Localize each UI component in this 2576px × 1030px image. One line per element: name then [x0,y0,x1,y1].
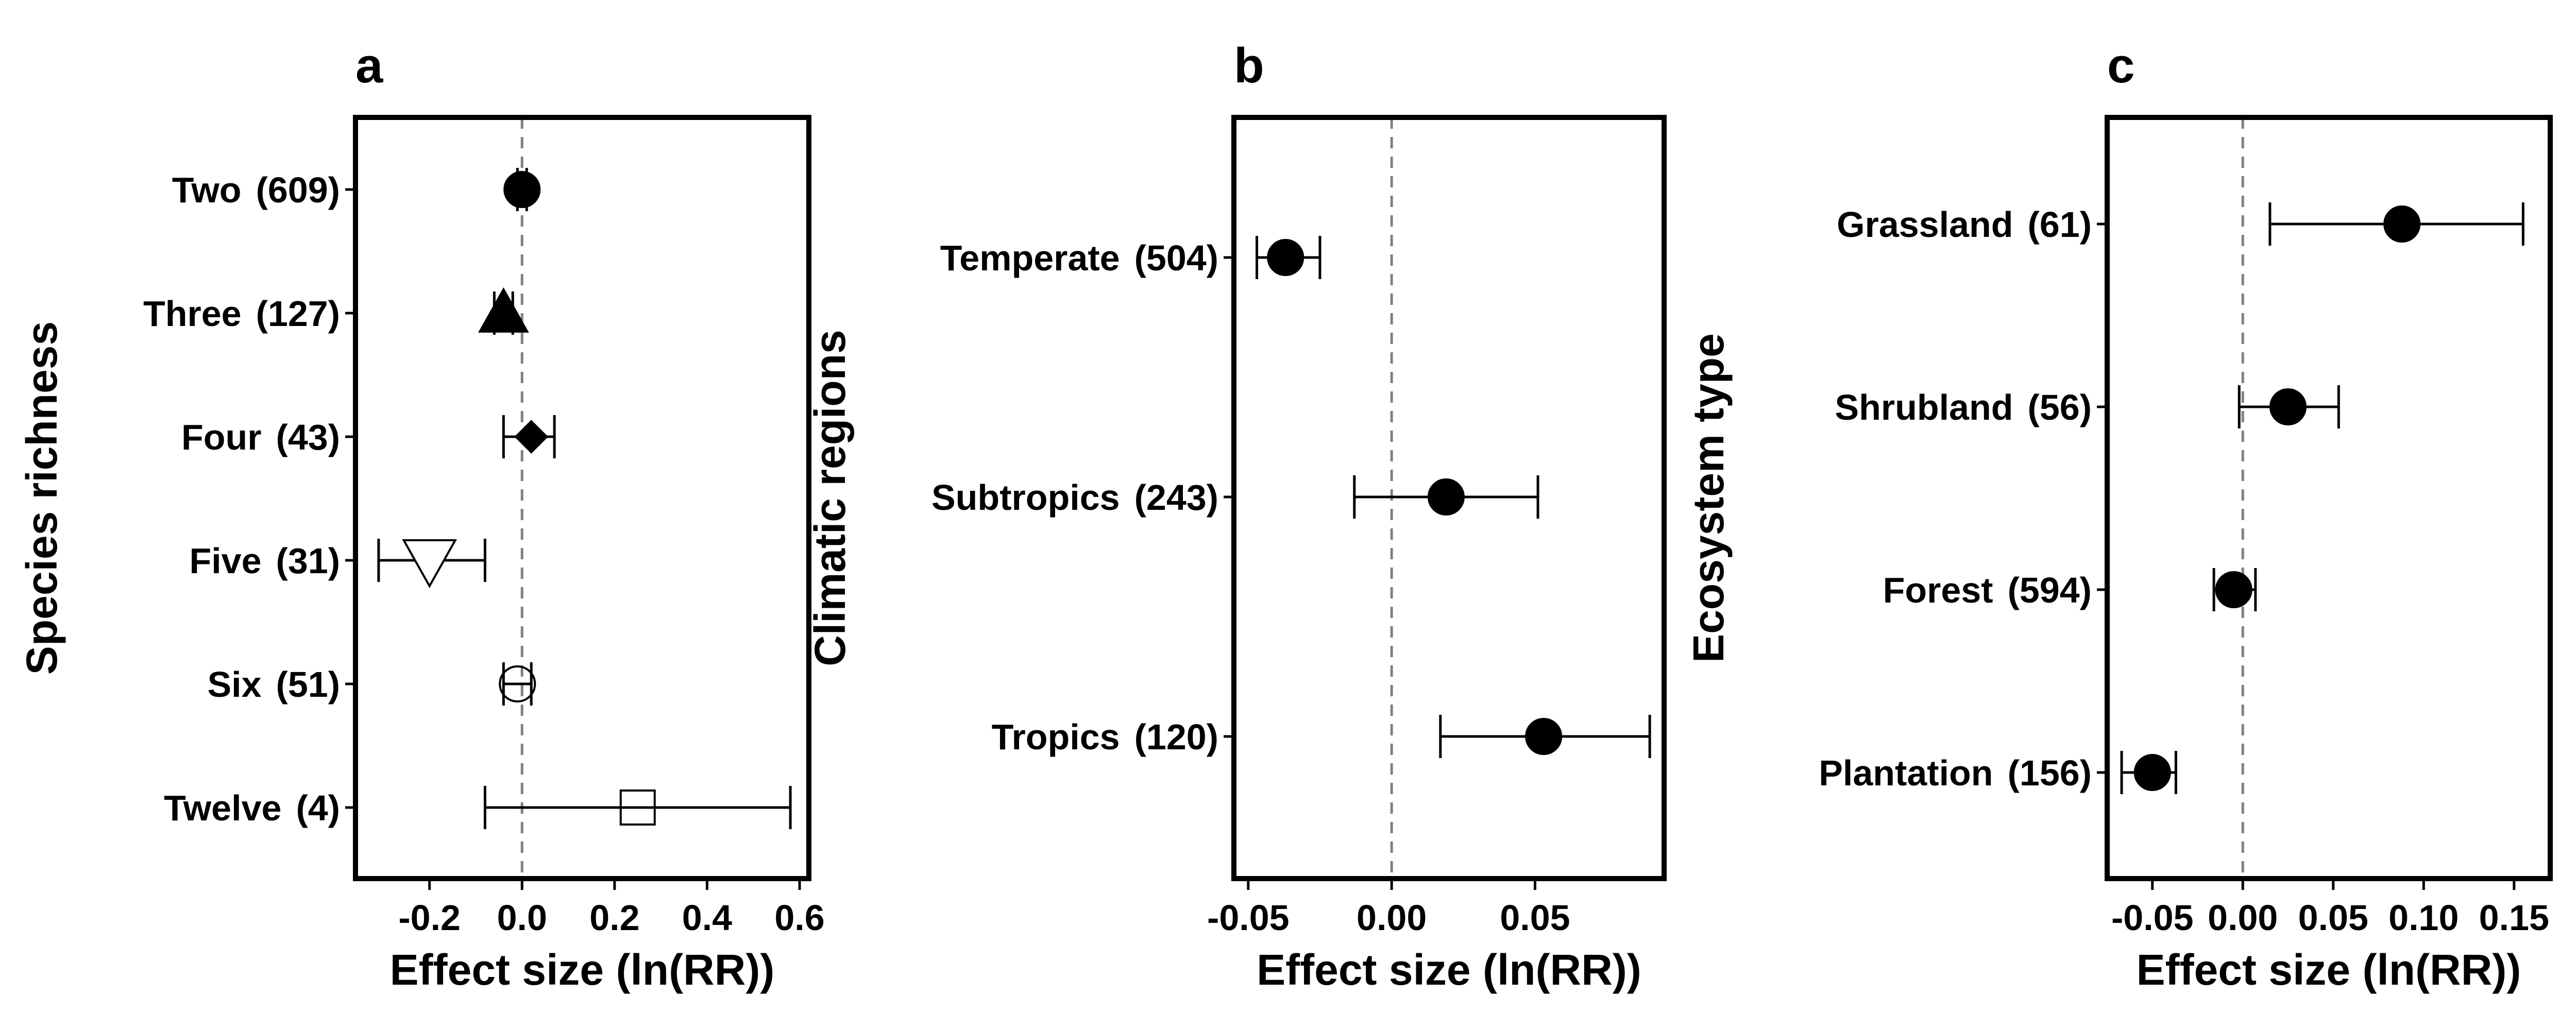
x-tick-label: 0.2 [589,898,639,938]
x-tick-label: -0.2 [398,898,461,938]
marker-circle-filled [503,171,541,208]
category-name: Subtropics [931,477,1120,518]
x-axis-title: Effect size (ln(RR)) [390,946,775,994]
category-name: Temperate [940,238,1120,278]
category-label: Three (127) [143,294,340,334]
category-label: Plantation (156) [1819,753,2092,793]
marker-circle-filled [1267,239,1304,276]
category-label: Twelve (4) [164,788,340,828]
category-count: (43) [276,417,340,457]
x-tick-label: 0.6 [774,898,824,938]
x-tick-label: 0.0 [497,898,547,938]
x-tick-label: 0.15 [2479,898,2549,938]
x-axis-title: Effect size (ln(RR)) [2137,946,2521,994]
category-name: Grassland [1837,204,2013,245]
marker-circle-filled [1427,478,1465,516]
panel-letter: b [1234,38,1264,93]
category-count: (156) [2008,753,2092,793]
marker-square-open [619,789,656,826]
forest-row: Four (43) [181,415,556,458]
marker-circle-filled [2269,388,2307,425]
panel-letter: a [355,38,383,93]
category-label: Six (51) [207,664,340,705]
y-axis-title: Ecosystem type [1684,333,1733,663]
marker-circle-open [499,665,536,702]
x-tick-label: 0.00 [2208,898,2278,938]
category-count: (4) [296,788,340,828]
category-name: Twelve [164,788,281,828]
forest-row: Grassland (61) [1837,202,2524,246]
x-tick-label: 0.05 [1500,898,1570,938]
category-count: (56) [2028,387,2092,427]
marker-circle-filled [2215,571,2252,608]
category-count: (243) [1134,477,1218,518]
category-label: Grassland (61) [1837,204,2092,245]
panel-c: c Grassland (61) Shrubland (56) Forest (594) Pl… [1684,38,2553,994]
category-name: Four [181,417,262,457]
forest-row: Plantation (156) [1819,751,2177,794]
forest-row: Five (31) [189,539,486,589]
x-tick-label: -0.05 [1207,898,1290,938]
category-label: Temperate (504) [940,238,1218,278]
marker-diamond-filled [514,420,549,454]
x-tick-label: -0.05 [2111,898,2194,938]
category-label: Five (31) [189,541,340,581]
category-count: (120) [1134,717,1218,757]
category-label: Subtropics (243) [931,477,1218,518]
x-tick-label: 0.4 [682,898,732,938]
category-count: (609) [256,170,340,210]
category-name: Forest [1883,570,1993,610]
category-name: Shrubland [1835,387,2013,427]
marker-triangle-down-open [402,539,457,589]
panel-b: b Temperate (504) Subtropics (243) Tropics (12… [806,38,1667,994]
marker-circle-filled [2383,205,2421,243]
forest-row: Tropics (120) [992,715,1651,758]
y-axis-title: Species richness [18,321,66,675]
plot-frame [1231,115,1667,881]
forest-row: Six (51) [207,662,536,706]
category-name: Tropics [992,717,1120,757]
x-tick-label: 0.00 [1357,898,1427,938]
marker-triangle-filled [478,287,529,333]
category-name: Five [189,541,261,581]
panel-a: a Two (609) Three (127) Four (43) Five (31) Six (5… [18,38,825,994]
category-label: Shrubland (56) [1835,387,2092,427]
category-name: Two [172,170,242,210]
category-count: (31) [276,541,340,581]
category-label: Two (609) [172,170,340,210]
category-count: (594) [2008,570,2092,610]
forest-row: Subtropics (243) [931,475,1539,519]
forest-row: Twelve (4) [164,786,792,829]
category-count: (51) [276,664,340,705]
plot-frame [353,115,811,881]
category-name: Six [207,664,261,705]
plot-frame [2105,115,2553,881]
forest-row: Temperate (504) [940,236,1321,279]
category-count: (127) [256,294,340,334]
forest-row: Shrubland (56) [1835,385,2340,428]
x-tick-label: 0.05 [2298,898,2368,938]
y-axis-title: Climatic regions [806,330,854,666]
forest-row: Forest (594) [1883,568,2257,611]
category-name: Plantation [1819,753,1993,793]
category-label: Forest (594) [1883,570,2092,610]
category-label: Tropics (120) [992,717,1218,757]
category-count: (61) [2028,204,2092,245]
category-name: Three [143,294,242,334]
marker-circle-filled [2133,754,2171,791]
x-tick-label: 0.10 [2388,898,2459,938]
forest-row: Two (609) [172,168,541,211]
panel-letter: c [2107,38,2134,93]
category-count: (504) [1134,238,1218,278]
marker-circle-filled [1525,718,1563,755]
x-axis-title: Effect size (ln(RR)) [1257,946,1641,994]
category-label: Four (43) [181,417,340,457]
forest-row: Three (127) [143,287,529,335]
